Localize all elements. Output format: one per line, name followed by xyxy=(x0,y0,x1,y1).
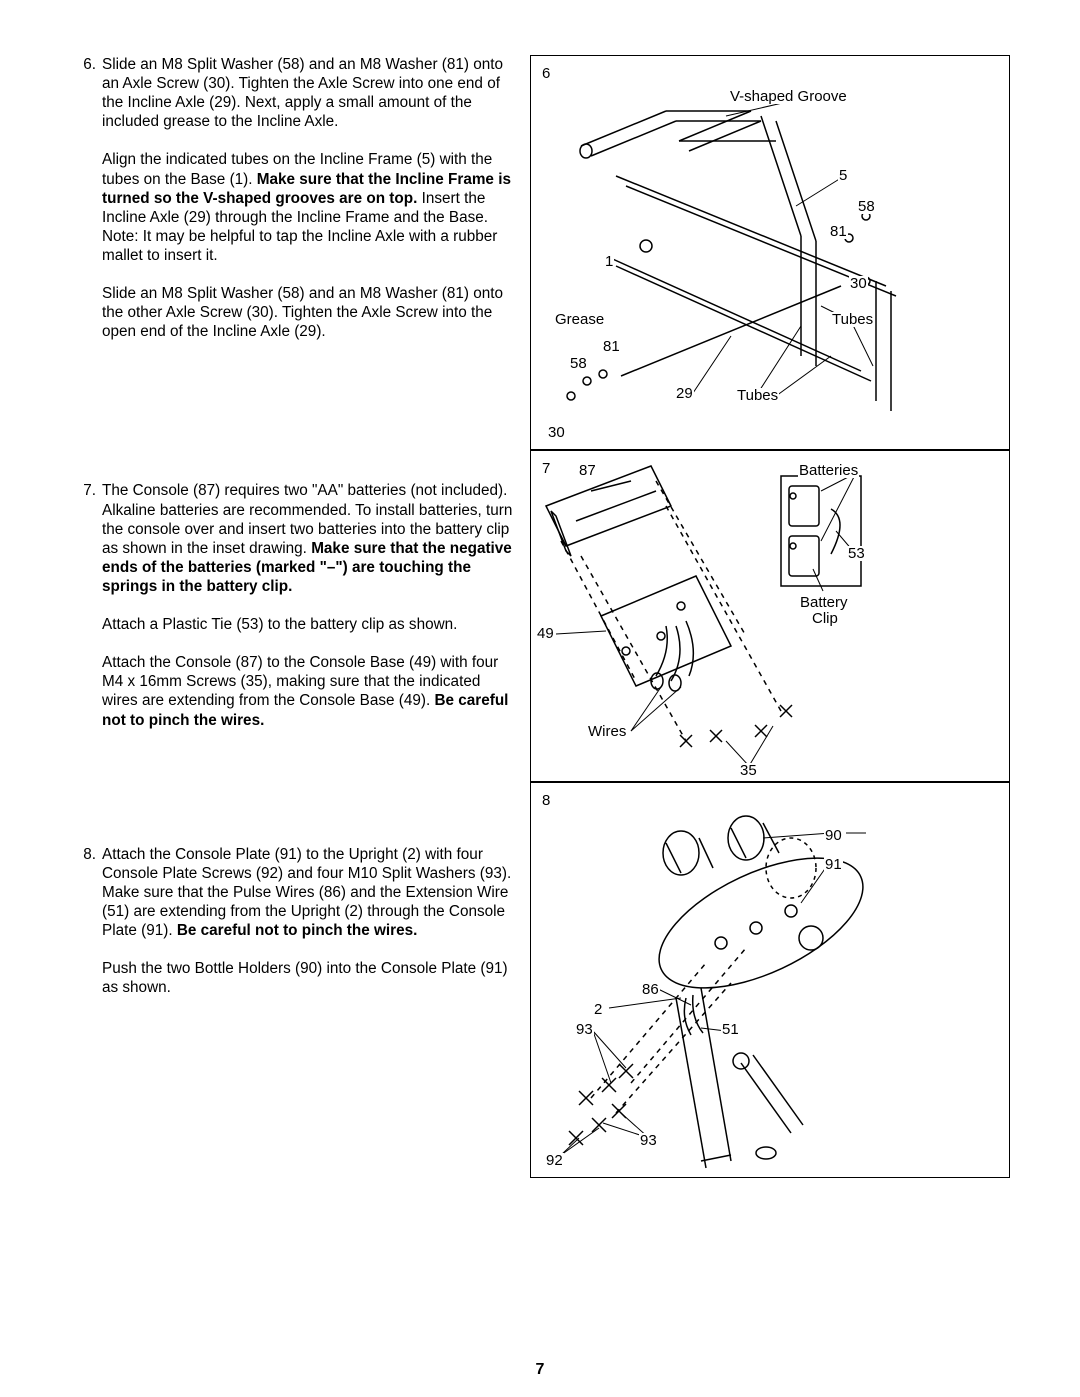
step-paragraph: The Console (87) requires two "AA" batte… xyxy=(102,481,515,596)
diagram-label: 92 xyxy=(545,1153,564,1168)
diagram-label: 93 xyxy=(575,1022,594,1037)
diagram-label: Tubes xyxy=(736,388,779,403)
diagram-label: Clip xyxy=(811,611,839,626)
diagram-label: 29 xyxy=(675,386,694,401)
diagram-label: 58 xyxy=(569,356,588,371)
diagram-label: V-shaped Groove xyxy=(729,89,848,104)
instruction-text-column: 6.Slide an M8 Split Washer (58) and an M… xyxy=(80,55,520,1178)
assembly-step: 6.Slide an M8 Split Washer (58) and an M… xyxy=(80,55,515,341)
diagram-label: Grease xyxy=(554,312,605,327)
diagram-label: Battery xyxy=(799,595,849,610)
diagram-label: 35 xyxy=(739,763,758,778)
step-body: The Console (87) requires two "AA" batte… xyxy=(102,481,515,729)
diagram-step-8: 8 90 91 86 2 93 51 93 92 xyxy=(530,782,1010,1178)
diagram-label: 51 xyxy=(721,1022,740,1037)
diagram-label: 7 xyxy=(541,461,551,476)
diagram-label: 49 xyxy=(536,626,555,641)
diagram-label: 93 xyxy=(639,1133,658,1148)
diagram-label: 6 xyxy=(541,66,551,81)
diagram-8-svg xyxy=(531,783,1009,1176)
diagram-label: 1 xyxy=(604,254,614,269)
assembly-step: 8.Attach the Console Plate (91) to the U… xyxy=(80,845,515,998)
diagram-label: 2 xyxy=(593,1002,603,1017)
page-number: 7 xyxy=(0,1361,1080,1379)
diagram-label: 30 xyxy=(849,276,868,291)
diagram-label: 30 xyxy=(547,425,566,440)
step-body: Attach the Console Plate (91) to the Upr… xyxy=(102,845,515,998)
diagram-label: 81 xyxy=(602,339,621,354)
step-paragraph: Slide an M8 Split Washer (58) and an M8 … xyxy=(102,284,515,341)
diagram-label: 8 xyxy=(541,793,551,808)
diagram-label: 58 xyxy=(857,199,876,214)
step-paragraph: Attach the Console (87) to the Console B… xyxy=(102,653,515,729)
step-paragraph: Align the indicated tubes on the Incline… xyxy=(102,150,515,265)
step-paragraph: Attach the Console Plate (91) to the Upr… xyxy=(102,845,515,941)
diagram-step-7: 7 87 Batteries 53 BatteryClip 49 Wires 35 xyxy=(530,450,1010,782)
step-number: 6. xyxy=(80,55,102,341)
step-paragraph: Push the two Bottle Holders (90) into th… xyxy=(102,959,515,997)
diagram-label: 87 xyxy=(578,463,597,478)
assembly-step: 7.The Console (87) requires two "AA" bat… xyxy=(80,481,515,729)
step-number: 8. xyxy=(80,845,102,998)
diagram-label: 91 xyxy=(824,857,843,872)
diagram-label: 53 xyxy=(847,546,866,561)
step-paragraph: Slide an M8 Split Washer (58) and an M8 … xyxy=(102,55,515,131)
diagram-step-6: 6 V-shaped Groove 5 58 81 1 30 Grease Tubes 81 58 2… xyxy=(530,55,1010,450)
diagram-label: 90 xyxy=(824,828,843,843)
diagram-label: Tubes xyxy=(831,312,874,327)
diagram-label: 81 xyxy=(829,224,848,239)
diagram-label: 5 xyxy=(838,168,848,183)
step-paragraph: Attach a Plastic Tie (53) to the battery… xyxy=(102,615,515,634)
step-body: Slide an M8 Split Washer (58) and an M8 … xyxy=(102,55,515,341)
diagram-label: 86 xyxy=(641,982,660,997)
step-number: 7. xyxy=(80,481,102,729)
diagram-label: Batteries xyxy=(798,463,859,478)
diagram-label: Wires xyxy=(587,724,627,739)
diagram-column: 6 V-shaped Groove 5 58 81 1 30 Grease Tubes 81 58 2… xyxy=(530,55,1010,1178)
